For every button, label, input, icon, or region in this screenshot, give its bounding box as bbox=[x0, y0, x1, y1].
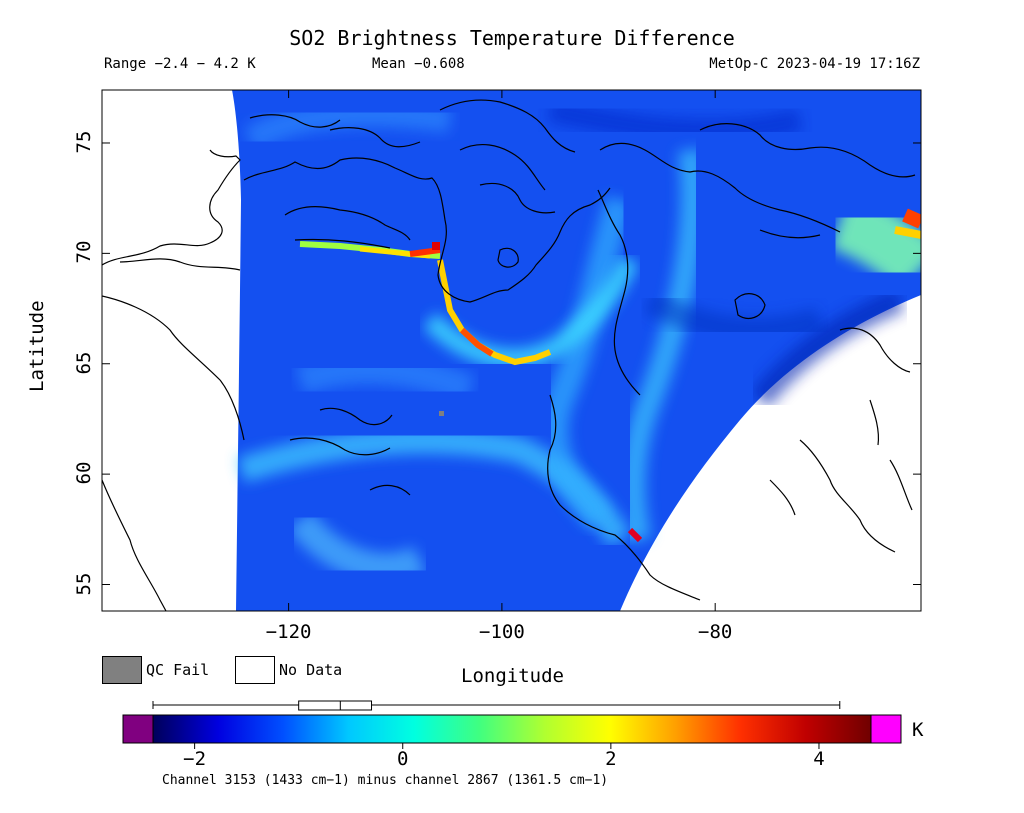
no-data-label: No Data bbox=[279, 661, 343, 679]
no-data-swatch bbox=[235, 656, 275, 684]
range-readout: Range −2.4 − 4.2 K bbox=[104, 56, 256, 72]
map-frame bbox=[101, 89, 922, 612]
y-tick-label: 60 bbox=[73, 461, 95, 485]
channel-footnote: Channel 3153 (1433 cm−1) minus channel 2… bbox=[162, 773, 609, 788]
y-tick-label: 65 bbox=[73, 351, 95, 375]
y-tick-label: 55 bbox=[73, 572, 95, 595]
colorbar-unit: K bbox=[912, 719, 924, 741]
colorbar-overflow bbox=[870, 714, 902, 744]
x-axis-label: Longitude bbox=[461, 665, 564, 687]
swath-texture bbox=[237, 98, 921, 583]
satellite-timestamp: MetOp-C 2023-04-19 17:16Z bbox=[709, 56, 920, 72]
colorbar-underflow bbox=[122, 714, 154, 744]
y-tick-label: 75 bbox=[73, 130, 95, 154]
colorbar-tick-marks bbox=[194, 743, 820, 749]
so2-plume bbox=[299, 208, 921, 543]
colorbar-tick-label: 0 bbox=[397, 748, 409, 770]
y-axis-label: Latitude bbox=[26, 300, 48, 392]
coastlines bbox=[102, 99, 916, 611]
x-tick-label: −100 bbox=[479, 621, 525, 643]
mean-readout: Mean −0.608 bbox=[372, 56, 465, 72]
x-tick-marks bbox=[288, 90, 716, 611]
y-tick-label: 70 bbox=[73, 240, 95, 264]
qc-fail-label: QC Fail bbox=[146, 661, 210, 679]
plot-title: SO2 Brightness Temperature Difference bbox=[289, 26, 735, 50]
y-tick-marks bbox=[102, 142, 921, 586]
x-tick-label: −80 bbox=[698, 621, 733, 643]
colorbar-scale bbox=[152, 714, 872, 744]
boxplot-box bbox=[298, 700, 373, 711]
qc-fail-swatch bbox=[102, 656, 142, 684]
colorbar-tick-label: 2 bbox=[605, 748, 617, 770]
colorbar-tick-label: 4 bbox=[813, 748, 825, 770]
data-swath-layer bbox=[102, 90, 921, 611]
colorbar bbox=[122, 700, 902, 749]
x-tick-label: −120 bbox=[265, 621, 312, 643]
qc-fail-pixel bbox=[439, 411, 444, 416]
colorbar-tick-label: −2 bbox=[183, 748, 207, 770]
